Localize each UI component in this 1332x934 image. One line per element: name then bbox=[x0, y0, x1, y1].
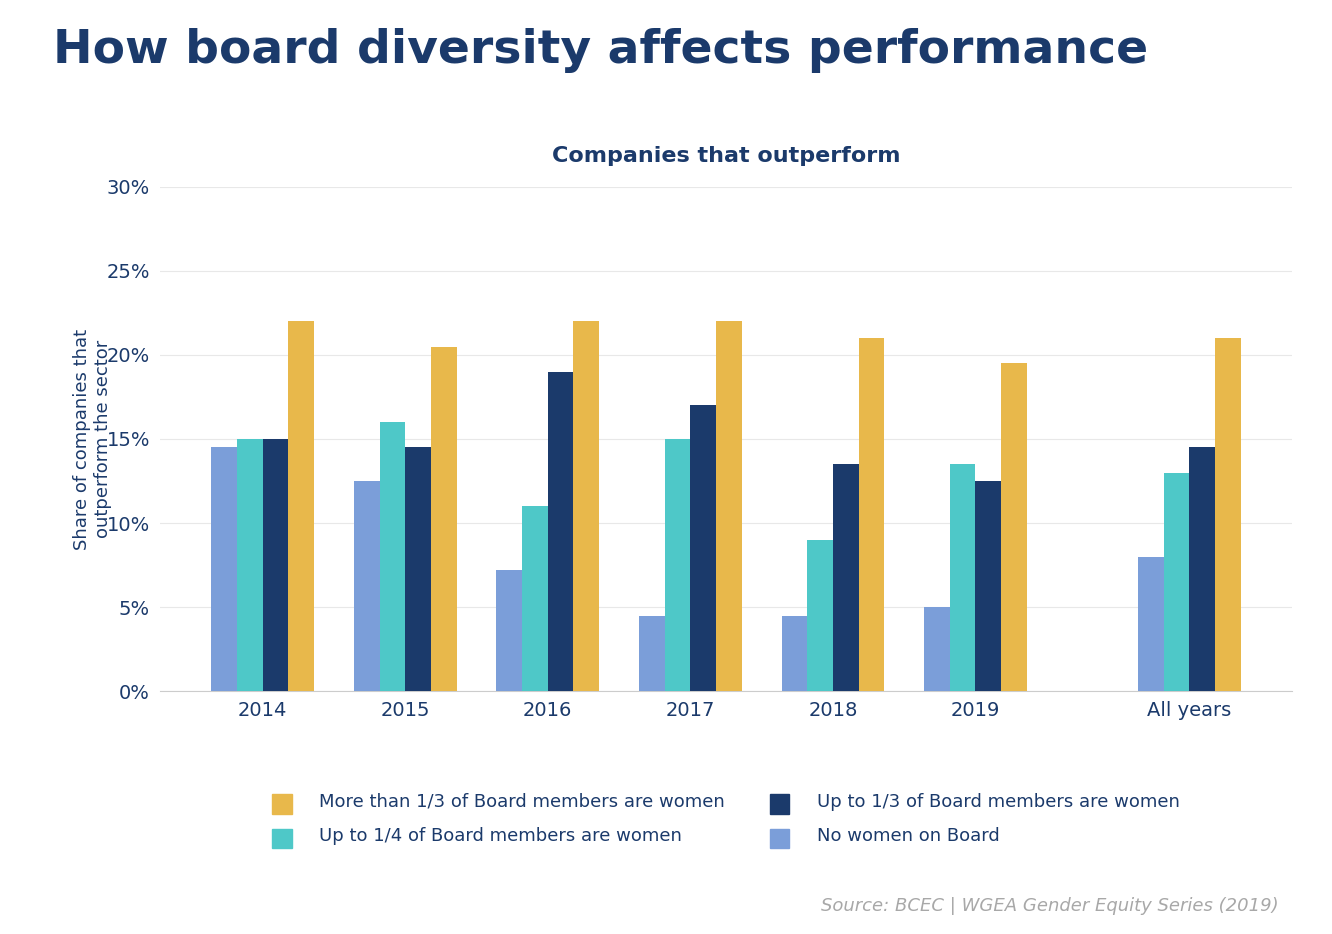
Text: How board diversity affects performance: How board diversity affects performance bbox=[53, 28, 1148, 73]
Bar bbox=[807, 540, 832, 691]
Bar bbox=[717, 321, 742, 691]
Bar bbox=[924, 607, 950, 691]
Bar bbox=[573, 321, 599, 691]
Bar bbox=[405, 447, 430, 691]
Bar bbox=[832, 464, 859, 691]
Bar bbox=[1189, 447, 1215, 691]
Legend: More than 1/3 of Board members are women, Up to 1/4 of Board members are women, : More than 1/3 of Board members are women… bbox=[265, 781, 1187, 856]
Bar bbox=[859, 338, 884, 691]
Bar bbox=[1138, 557, 1164, 691]
Bar bbox=[1164, 473, 1189, 691]
Bar bbox=[288, 321, 314, 691]
Bar bbox=[782, 616, 807, 691]
Bar bbox=[354, 481, 380, 691]
Text: Source: BCEC | WGEA Gender Equity Series (2019): Source: BCEC | WGEA Gender Equity Series… bbox=[821, 898, 1279, 915]
Title: Companies that outperform: Companies that outperform bbox=[551, 146, 900, 166]
Bar bbox=[262, 439, 288, 691]
Bar bbox=[237, 439, 262, 691]
Y-axis label: Share of companies that
outperform the sector: Share of companies that outperform the s… bbox=[73, 329, 112, 549]
Bar bbox=[1215, 338, 1240, 691]
Bar bbox=[380, 422, 405, 691]
Bar bbox=[975, 481, 1002, 691]
Bar bbox=[522, 506, 547, 691]
Bar bbox=[430, 347, 457, 691]
Bar bbox=[690, 405, 717, 691]
Bar bbox=[665, 439, 690, 691]
Bar bbox=[547, 372, 573, 691]
Bar bbox=[1002, 363, 1027, 691]
Bar bbox=[497, 570, 522, 691]
Bar bbox=[639, 616, 665, 691]
Bar bbox=[950, 464, 975, 691]
Bar bbox=[212, 447, 237, 691]
